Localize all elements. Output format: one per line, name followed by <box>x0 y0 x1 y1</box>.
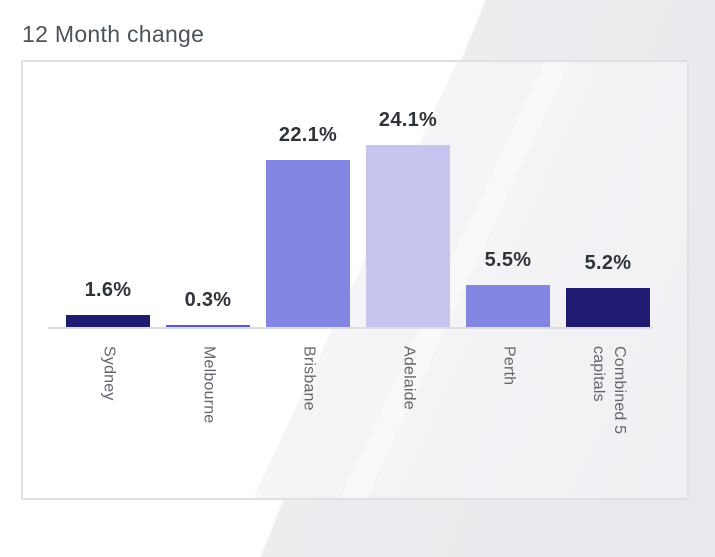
bar-slot-combined-5-capitals: 5.2% <box>558 62 658 327</box>
chart-card: 1.6% 0.3% 22.1% 24.1% 5.5% 5.2% Sydney Melbour… <box>21 60 689 500</box>
bar-adelaide <box>366 145 450 327</box>
bars-row: 1.6% 0.3% 22.1% 24.1% 5.5% 5.2% <box>58 62 658 327</box>
x-tick-slot-perth: Perth <box>458 346 558 494</box>
x-tick-slot-brisbane: Brisbane <box>258 346 358 494</box>
x-axis-labels: Sydney Melbourne Brisbane Adelaide Perth Comb… <box>58 346 658 494</box>
x-tick-slot-adelaide: Adelaide <box>358 346 458 494</box>
bar-slot-brisbane: 22.1% <box>258 62 358 327</box>
bar-slot-sydney: 1.6% <box>58 62 158 327</box>
bar-value-label-brisbane: 22.1% <box>278 124 338 146</box>
bar-sydney <box>66 315 150 327</box>
bar-brisbane <box>266 160 350 327</box>
x-axis-line <box>48 327 653 329</box>
bar-combined-5-capitals <box>566 288 650 327</box>
x-tick-slot-melbourne: Melbourne <box>158 346 258 494</box>
bar-value-label-combined-5-capitals: 5.2% <box>584 252 632 274</box>
x-tick-label-sydney: Sydney <box>100 346 118 401</box>
bar-value-label-perth: 5.5% <box>484 249 532 271</box>
bar-slot-perth: 5.5% <box>458 62 558 327</box>
bar-value-label-adelaide: 24.1% <box>378 109 438 131</box>
bar-slot-adelaide: 24.1% <box>358 62 458 327</box>
bar-value-label-melbourne: 0.3% <box>184 289 232 311</box>
bar-melbourne <box>166 325 250 327</box>
x-tick-label-perth: Perth <box>500 346 518 386</box>
x-tick-slot-sydney: Sydney <box>58 346 158 494</box>
x-tick-label-brisbane: Brisbane <box>300 346 318 411</box>
bar-slot-melbourne: 0.3% <box>158 62 258 327</box>
chart-title: 12 Month change <box>22 21 205 47</box>
x-tick-label-melbourne: Melbourne <box>200 346 218 424</box>
bar-value-label-sydney: 1.6% <box>84 279 132 301</box>
bar-perth <box>466 285 550 327</box>
x-tick-slot-combined-5-capitals: Combined 5 capitals <box>558 346 658 494</box>
x-tick-label-combined-5-capitals: Combined 5 capitals <box>590 346 628 435</box>
x-tick-label-adelaide: Adelaide <box>400 346 418 410</box>
